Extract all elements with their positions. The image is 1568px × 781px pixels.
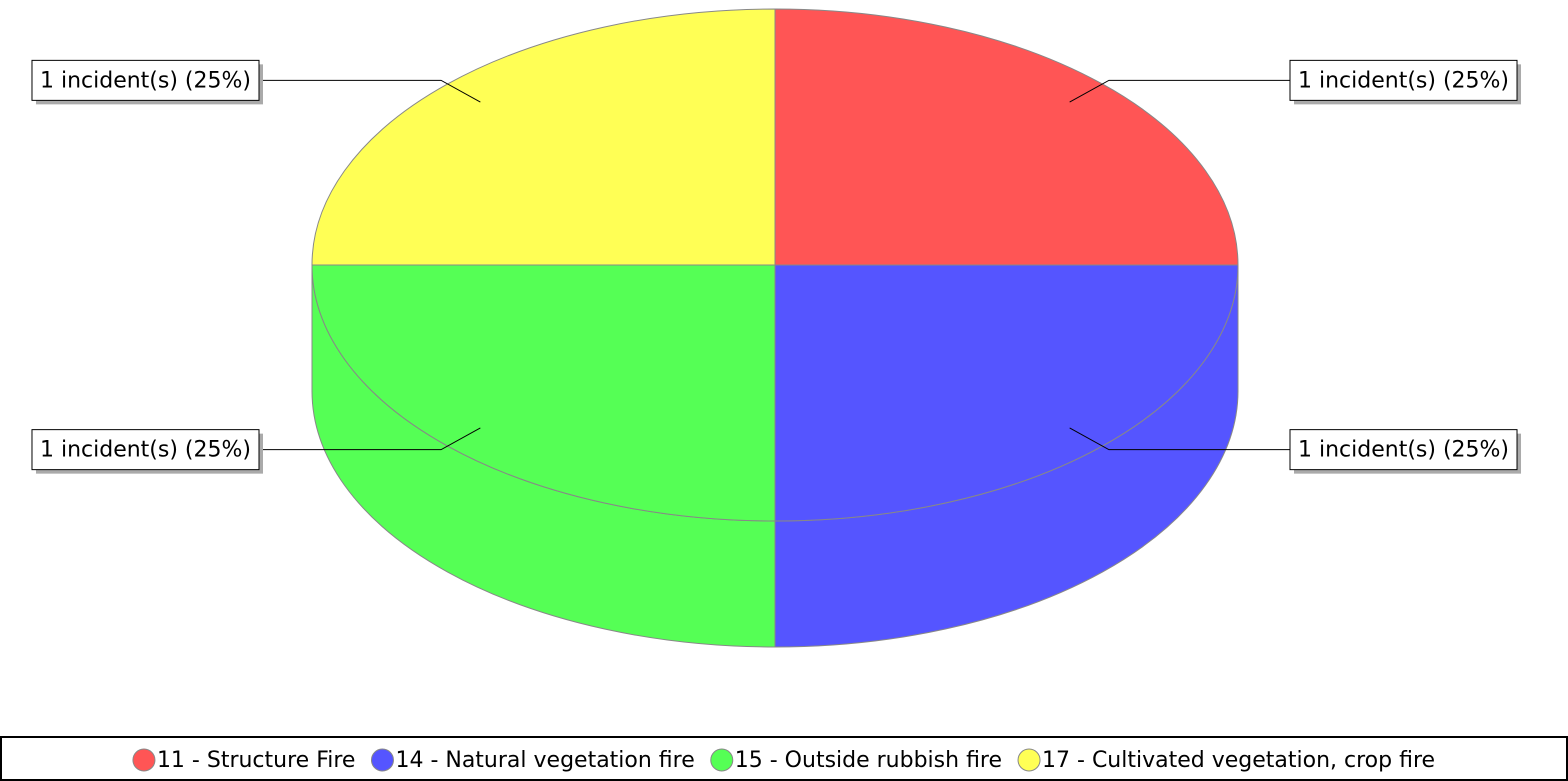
leader-line	[1069, 79, 1290, 103]
legend-label: 11 - Structure Fire	[157, 748, 356, 773]
label-text: 1 incident(s) (25%)	[40, 438, 251, 463]
legend-box	[0, 736, 1568, 781]
leader-line	[259, 79, 481, 103]
legend-label: 15 - Outside rubbish fire	[735, 748, 1002, 773]
slice-labels: 1 incident(s) (25%) 1 incident(s) (25%) 1 …	[31, 59, 1522, 474]
legend-item: 17 - Cultivated vegetation, crop fire	[1017, 748, 1435, 773]
legend-swatch	[370, 748, 394, 772]
label-box	[1289, 429, 1518, 471]
legend-label: 17 - Cultivated vegetation, crop fire	[1042, 748, 1435, 773]
label-text: 1 incident(s) (25%)	[1298, 438, 1509, 463]
label-box	[31, 59, 260, 101]
slice-label: 1 incident(s) (25%)	[1289, 429, 1522, 474]
legend-swatch	[1017, 748, 1041, 772]
legend: 11 - Structure Fire 14 - Natural vegetati…	[132, 748, 1435, 773]
leader-line	[259, 427, 481, 451]
legend-item: 15 - Outside rubbish fire	[710, 748, 1002, 773]
legend-item: 14 - Natural vegetation fire	[370, 748, 695, 773]
leader-line	[1069, 427, 1290, 451]
label-text: 1 incident(s) (25%)	[1298, 68, 1509, 93]
label-text: 1 incident(s) (25%)	[40, 68, 251, 93]
slice-label: 1 incident(s) (25%)	[31, 59, 263, 105]
slice-label: 1 incident(s) (25%)	[31, 429, 263, 474]
legend-item: 11 - Structure Fire	[132, 748, 356, 773]
slice-label: 1 incident(s) (25%)	[1289, 59, 1522, 105]
label-box	[1289, 59, 1518, 101]
pie-tops	[311, 8, 1239, 522]
legend-swatch	[132, 748, 156, 772]
label-box	[31, 429, 260, 471]
legend-swatch	[710, 748, 734, 772]
legend-label: 14 - Natural vegetation fire	[395, 748, 694, 773]
